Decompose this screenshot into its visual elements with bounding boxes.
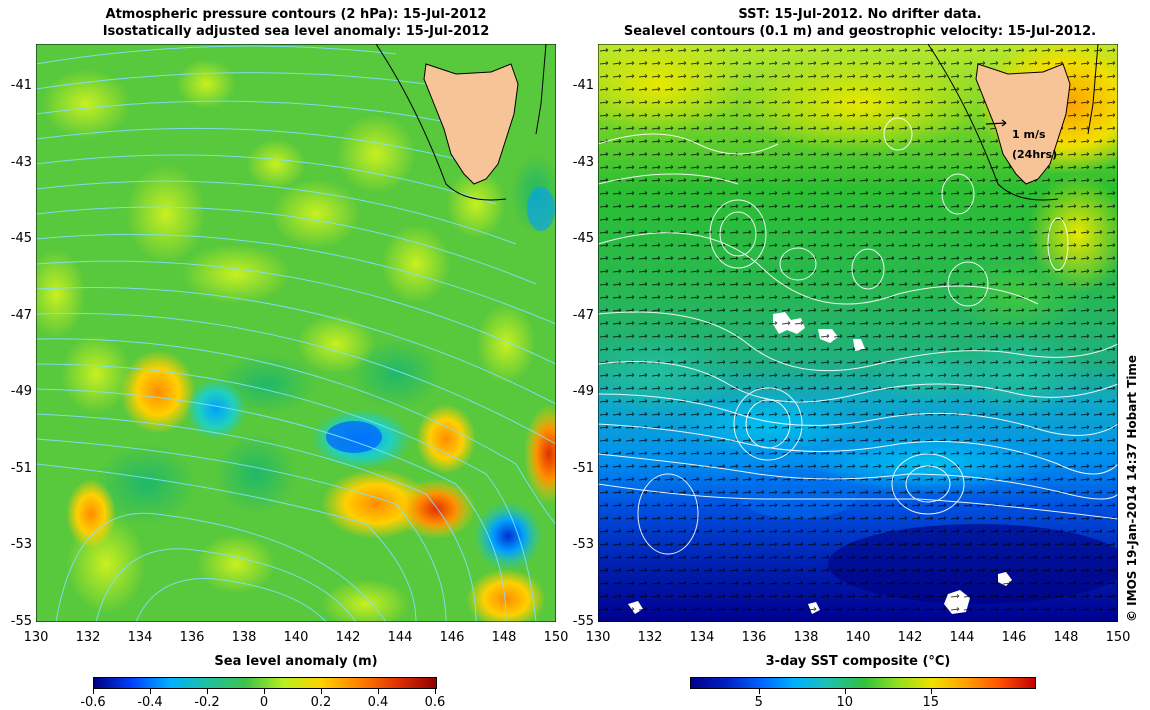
colorbar-tick-label: 0.4 <box>367 695 389 710</box>
colorbar-tick-mark <box>321 689 322 694</box>
y-tick-label: -45 <box>572 231 594 246</box>
y-tick-label: -43 <box>10 154 32 170</box>
y-tick-label: -47 <box>572 307 594 323</box>
x-tick-label: 136 <box>741 630 767 645</box>
x-tick-label: 146 <box>1001 630 1027 645</box>
x-tick-label: 134 <box>127 630 153 645</box>
velocity-scale-arrow <box>985 122 1007 125</box>
x-tick-label: 144 <box>387 630 413 645</box>
y-tick-label: -53 <box>10 537 32 552</box>
x-tick-label: 148 <box>491 630 517 645</box>
left-title-line2: Isostatically adjusted sea level anomaly… <box>102 24 490 39</box>
y-tick-label: -49 <box>10 384 32 399</box>
x-tick-label: 140 <box>283 630 309 645</box>
colorbar-tick-label: -0.4 <box>137 695 163 710</box>
colorbar-tick-label: 0.2 <box>310 695 332 710</box>
tasmania-land <box>423 63 519 185</box>
left-panel-title: Atmospheric pressure contours (2 hPa): 1… <box>36 6 556 40</box>
sla-colorbar <box>93 677 437 689</box>
colorbar-tick-label: 10 <box>836 695 854 710</box>
x-tick-label: 142 <box>335 630 361 645</box>
sst-map <box>598 44 1118 622</box>
x-tick-label: 146 <box>439 630 465 645</box>
colorbar-tick-mark <box>207 689 208 694</box>
scale-label-speed: 1 m/s <box>1012 128 1046 141</box>
tasmania-land-sst <box>975 63 1071 185</box>
right-x-axis-title: 3-day SST composite (°C) <box>765 654 951 669</box>
colorbar-tick-mark <box>264 689 265 694</box>
right-title-line1: SST: 15-Jul-2012. No drifter data. <box>738 7 982 22</box>
colorbar-tick-mark <box>378 689 379 694</box>
x-tick-label: 140 <box>845 630 871 645</box>
colorbar-tick-label: 0 <box>259 695 269 710</box>
colorbar-tick-mark <box>93 689 94 694</box>
left-title-line1: Atmospheric pressure contours (2 hPa): 1… <box>105 7 487 22</box>
y-tick-label: -55 <box>572 614 594 629</box>
colorbar-tick-label: 15 <box>922 695 940 710</box>
scale-label-time: (24hrs) <box>1012 148 1058 161</box>
x-tick-label: 130 <box>23 630 49 645</box>
y-tick-label: -51 <box>572 460 594 476</box>
y-tick-label: -55 <box>10 614 32 629</box>
y-tick-label: -49 <box>572 384 594 399</box>
y-tick-label: -45 <box>10 231 32 246</box>
x-tick-label: 138 <box>231 630 257 645</box>
y-tick-label: -41 <box>572 78 594 93</box>
colorbar-tick-mark <box>150 689 151 694</box>
x-tick-label: 144 <box>949 630 975 645</box>
x-tick-label: 132 <box>637 630 663 645</box>
y-tick-label: -41 <box>10 78 32 93</box>
x-tick-label: 136 <box>179 630 205 645</box>
colorbar-tick-label: 5 <box>754 695 763 710</box>
x-tick-label: 130 <box>585 630 611 645</box>
colorbar-tick-mark <box>435 689 436 694</box>
x-tick-label: 134 <box>689 630 715 645</box>
y-tick-label: -51 <box>10 460 32 476</box>
colorbar-tick-label: -0.6 <box>80 695 106 710</box>
y-tick-label: -53 <box>572 537 594 552</box>
colorbar-tick-mark <box>930 689 932 694</box>
colorbar-tick-mark <box>844 689 846 694</box>
sea-level-anomaly-map <box>36 44 556 622</box>
x-tick-label: 150 <box>543 630 569 645</box>
right-panel-title: SST: 15-Jul-2012. No drifter data. Seale… <box>590 6 1130 40</box>
x-tick-label: 138 <box>793 630 819 645</box>
imos-credit: © IMOS 19-Jan-2014 14:37 Hobart Time <box>1125 354 1139 622</box>
x-tick-label: 148 <box>1053 630 1079 645</box>
y-tick-label: -43 <box>572 154 594 170</box>
x-tick-label: 150 <box>1105 630 1131 645</box>
right-title-line2: Sealevel contours (0.1 m) and geostrophi… <box>623 24 1097 39</box>
colorbar-tick-mark <box>758 689 760 694</box>
x-tick-label: 142 <box>897 630 923 645</box>
sst-colorbar <box>690 677 1036 689</box>
left-x-axis-title: Sea level anomaly (m) <box>214 654 378 669</box>
y-tick-label: -47 <box>10 307 32 323</box>
colorbar-tick-label: -0.2 <box>194 695 220 710</box>
colorbar-tick-label: 0.6 <box>424 695 446 710</box>
x-tick-label: 132 <box>75 630 101 645</box>
